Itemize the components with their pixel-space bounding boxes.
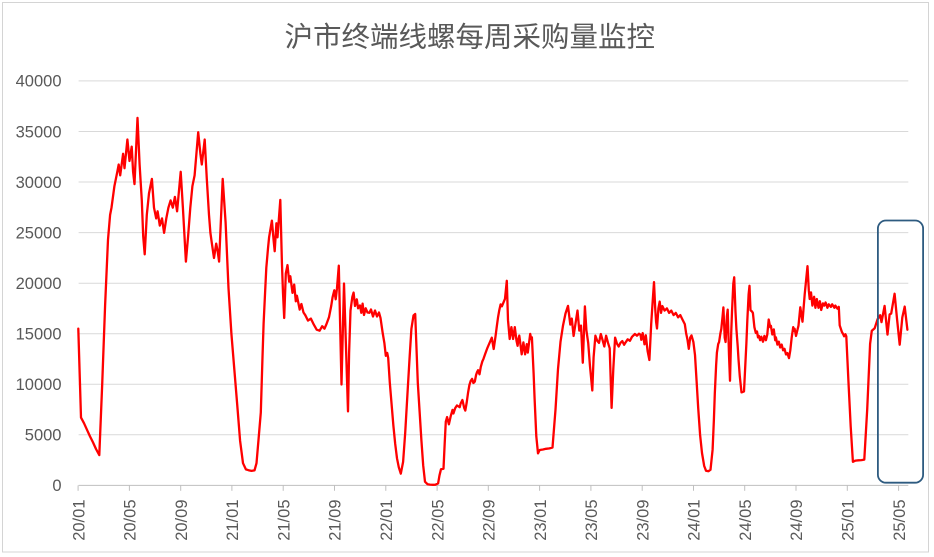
svg-text:21/05: 21/05 [275, 500, 293, 541]
svg-text:20000: 20000 [16, 275, 62, 293]
svg-text:40000: 40000 [16, 73, 62, 91]
svg-text:15000: 15000 [16, 326, 62, 344]
svg-text:10000: 10000 [16, 376, 62, 394]
svg-text:20/01: 20/01 [70, 500, 88, 541]
svg-text:23/05: 23/05 [583, 500, 601, 541]
svg-text:22/01: 22/01 [378, 500, 396, 541]
svg-text:25/01: 25/01 [840, 500, 858, 541]
svg-text:22/05: 22/05 [429, 500, 447, 541]
svg-text:23/09: 23/09 [634, 500, 652, 541]
svg-text:30000: 30000 [16, 174, 62, 192]
svg-text:22/09: 22/09 [481, 500, 499, 541]
svg-text:5000: 5000 [25, 427, 62, 445]
svg-text:35000: 35000 [16, 123, 62, 141]
svg-text:21/01: 21/01 [224, 500, 242, 541]
svg-text:20/05: 20/05 [122, 500, 140, 541]
svg-text:24/01: 24/01 [686, 500, 704, 541]
svg-text:25/05: 25/05 [891, 500, 909, 541]
svg-text:23/01: 23/01 [532, 500, 550, 541]
svg-text:20/09: 20/09 [173, 500, 191, 541]
svg-text:0: 0 [52, 477, 61, 495]
svg-text:24/09: 24/09 [788, 500, 806, 541]
svg-text:21/09: 21/09 [327, 500, 345, 541]
svg-text:24/05: 24/05 [737, 500, 755, 541]
svg-text:25000: 25000 [16, 224, 62, 242]
